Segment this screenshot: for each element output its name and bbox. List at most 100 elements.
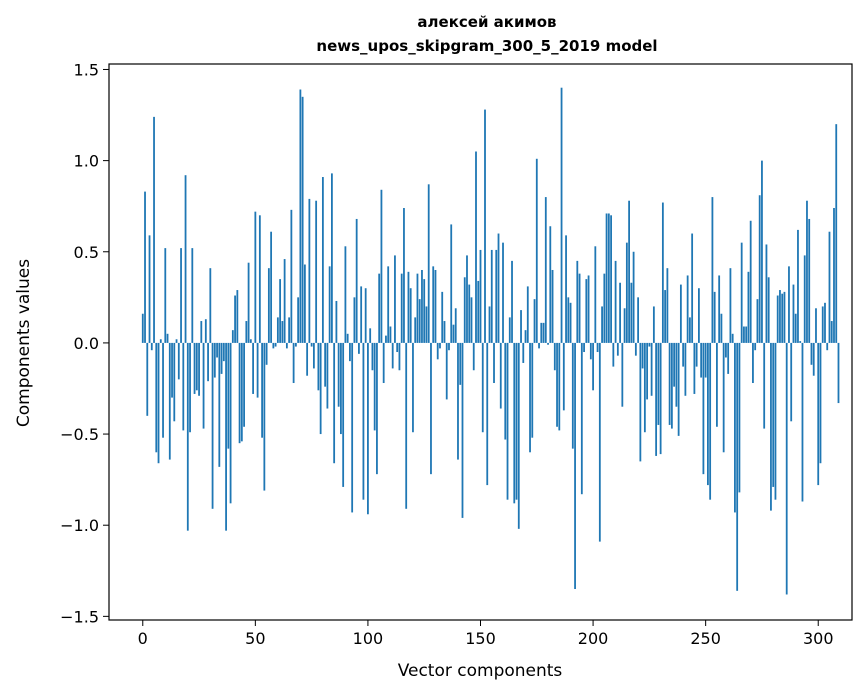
bar-293 [801, 342, 804, 502]
bar-70 [299, 89, 302, 343]
bar-195 [580, 342, 583, 495]
bar-7 [157, 342, 160, 464]
bar-130 [434, 269, 437, 343]
bar-186 [560, 87, 563, 343]
bar-204 [601, 306, 603, 343]
bar-113 [396, 342, 399, 353]
bar-91 [346, 333, 349, 343]
bar-257 [720, 313, 723, 343]
bar-258 [722, 342, 725, 453]
bar-163 [508, 317, 511, 343]
bar-107 [382, 342, 385, 384]
bar-156 [493, 342, 495, 384]
bar-171 [526, 286, 529, 343]
bar-207 [607, 213, 610, 343]
bar-62 [281, 321, 284, 343]
x-axis-ticks: 0 50 100 150 200 250 300 [138, 620, 834, 648]
bar-152 [484, 109, 486, 343]
bar-199 [589, 342, 592, 360]
bar-97 [360, 286, 363, 343]
bar-245 [693, 342, 696, 394]
bar-304 [826, 342, 829, 351]
bar-217 [630, 282, 633, 343]
bar-185 [558, 342, 561, 431]
bar-241 [684, 342, 687, 396]
bar-252 [709, 342, 712, 500]
bar-274 [758, 195, 761, 343]
bar-117 [405, 342, 408, 509]
bar-3 [148, 235, 151, 343]
bar-159 [499, 342, 502, 409]
y-tick-label: 1.0 [74, 152, 99, 171]
bar-270 [749, 220, 752, 343]
bar-172 [529, 342, 531, 453]
bar-229 [657, 342, 660, 425]
bar-146 [470, 297, 473, 343]
bar-155 [490, 249, 493, 343]
x-tick-label: 50 [245, 629, 265, 648]
bar-69 [297, 297, 300, 343]
bar-51 [256, 342, 259, 398]
bar-230 [659, 342, 662, 455]
bar-125 [423, 279, 426, 343]
bar-309 [837, 342, 840, 404]
bar-153 [486, 342, 489, 486]
bar-292 [799, 341, 802, 343]
bar-160 [502, 242, 504, 343]
bar-176 [538, 342, 540, 349]
bar-264 [736, 342, 739, 591]
bar-15 [175, 339, 178, 343]
bar-306 [830, 321, 833, 343]
bar-83 [328, 266, 331, 343]
bar-197 [585, 279, 588, 343]
bar-46 [245, 321, 248, 343]
bar-98 [362, 342, 365, 500]
bar-281 [774, 342, 777, 500]
bar-182 [551, 269, 554, 343]
x-tick-label: 150 [465, 629, 496, 648]
bar-116 [403, 208, 405, 343]
bar-283 [779, 290, 781, 343]
bar-22 [191, 248, 194, 343]
bar-17 [180, 248, 182, 343]
bar-14 [173, 342, 176, 422]
bar-254 [713, 291, 716, 343]
bar-103 [373, 342, 376, 431]
bar-99 [364, 288, 367, 343]
bar-203 [598, 342, 601, 542]
bar-308 [835, 124, 838, 343]
bar-66 [290, 209, 293, 343]
bar-47 [247, 262, 250, 343]
bar-279 [770, 342, 772, 511]
bar-286 [785, 342, 788, 595]
bar-126 [425, 306, 428, 343]
bar-104 [376, 342, 378, 475]
bar-148 [475, 151, 477, 343]
bar-235 [670, 342, 673, 429]
bar-196 [583, 342, 585, 353]
bar-100 [367, 342, 369, 515]
bar-19 [184, 175, 187, 343]
bar-255 [716, 342, 718, 427]
bar-105 [378, 273, 381, 343]
bar-213 [621, 342, 624, 407]
bar-174 [533, 299, 536, 343]
bar-296 [808, 218, 811, 343]
y-axis-label: Components values [14, 259, 34, 427]
bar-84 [331, 173, 333, 343]
bar-9 [162, 342, 164, 438]
bar-138 [452, 324, 455, 343]
bar-167 [517, 342, 520, 529]
bar-56 [267, 268, 270, 343]
bar-247 [698, 288, 700, 343]
bar-124 [421, 269, 423, 343]
bar-166 [515, 342, 518, 500]
bar-250 [704, 342, 707, 378]
bar-273 [756, 299, 759, 343]
bar-44 [240, 342, 243, 442]
bar-45 [243, 342, 245, 427]
bar-140 [457, 342, 459, 460]
bar-295 [806, 200, 808, 343]
bar-256 [718, 275, 721, 343]
